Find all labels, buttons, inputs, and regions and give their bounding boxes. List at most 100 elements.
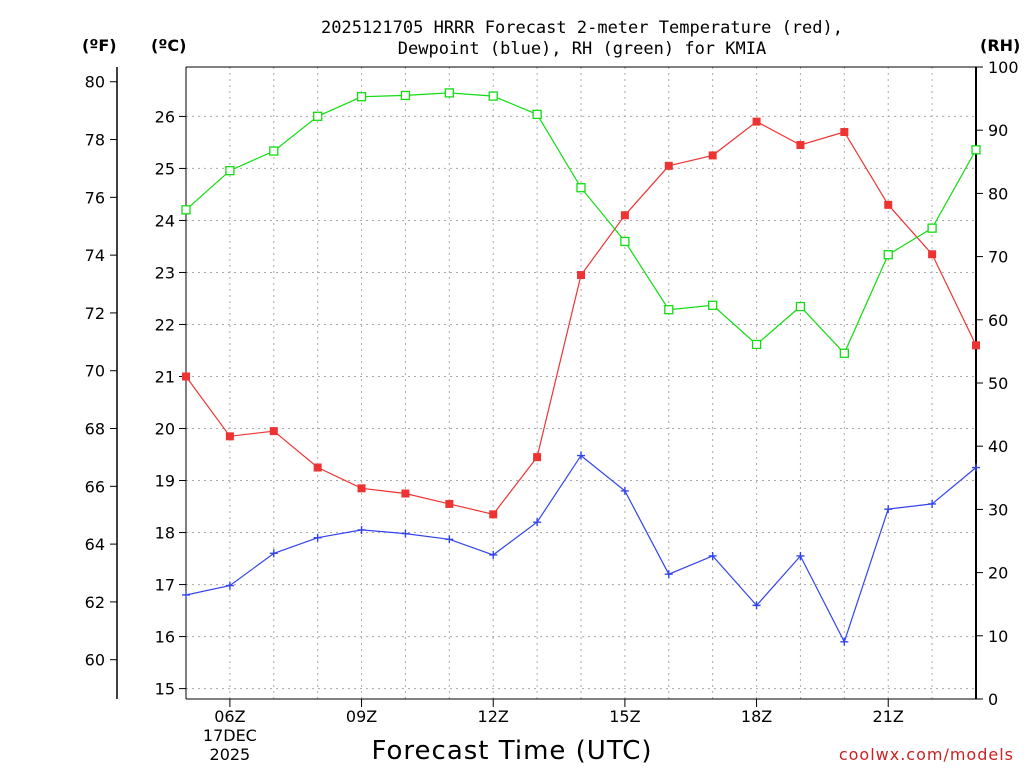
dewpoint-point	[357, 525, 366, 534]
celsius-tick-label: 23	[155, 263, 175, 282]
2-meter-temperature-point	[752, 117, 761, 126]
dewpoint-point	[884, 505, 893, 514]
rh-point	[400, 90, 411, 101]
fahrenheit-tick-label: 78	[85, 131, 105, 150]
rh-tick-label: 20	[988, 564, 1008, 583]
2-meter-temperature-point	[840, 128, 849, 137]
rh-tick-label: 30	[988, 500, 1008, 519]
fahrenheit-tick-label: 68	[85, 420, 105, 439]
fahrenheit-tick-label: 72	[85, 304, 105, 323]
2-meter-temperature-point	[796, 141, 805, 150]
fahrenheit-tick-label: 80	[85, 73, 105, 92]
celsius-tick-label: 21	[155, 367, 175, 386]
rh-point	[444, 88, 454, 98]
celsius-tick-label: 15	[155, 680, 175, 699]
celsius-tick-label: 20	[155, 420, 175, 439]
rh-point	[927, 223, 937, 233]
dewpoint-point	[752, 601, 761, 610]
2-meter-temperature-point	[489, 510, 498, 519]
celsius-unit-label: (ºC)	[151, 36, 186, 55]
dewpoint-point	[664, 570, 673, 579]
rh-tick-label: 0	[988, 690, 998, 709]
2-meter-temperature-point	[269, 427, 278, 436]
x-tick-label: 09Z	[346, 707, 377, 726]
rh-point	[532, 109, 542, 120]
rh-point	[488, 91, 498, 101]
fahrenheit-tick-label: 74	[85, 246, 105, 265]
2-meter-temperature-point	[225, 432, 234, 441]
2-meter-temperature-point	[708, 151, 717, 160]
dewpoint-point	[840, 637, 849, 646]
rh-unit-label: (RH)	[980, 36, 1020, 55]
rh-tick-label: 100	[988, 58, 1019, 77]
dewpoint-point	[620, 486, 629, 495]
2-meter-temperature-point	[401, 489, 410, 498]
rh-point	[795, 301, 806, 312]
2-meter-temperature-point	[577, 271, 585, 280]
x-tick-label: 12Z	[478, 707, 509, 726]
2-meter-temperature-point	[884, 200, 893, 209]
rh-point	[839, 348, 849, 358]
2-meter-temperature-point	[972, 341, 980, 350]
chart-title: 2025121705 HRRR Forecast 2-meter Tempera…	[321, 18, 843, 59]
rh-point	[708, 300, 718, 310]
chart-title-line-2: Dewpoint (blue), RH (green) for KMIA	[398, 39, 766, 59]
dewpoint-point	[225, 581, 234, 590]
dewpoint-point	[269, 549, 278, 558]
dewpoint-point	[313, 533, 322, 542]
2-meter-temperature-point	[445, 499, 454, 508]
x-axis-title: Forecast Time (UTC)	[371, 736, 652, 766]
2-meter-temperature-point	[533, 453, 542, 462]
celsius-tick-label: 17	[155, 576, 175, 595]
rh-point	[269, 146, 279, 156]
dewpoint-point	[489, 550, 498, 559]
dewpoint-point	[577, 451, 585, 460]
rh-tick-label: 40	[988, 437, 1008, 456]
dewpoint-point	[928, 499, 937, 508]
celsius-tick-label: 26	[155, 107, 175, 126]
rh-point	[971, 145, 981, 155]
dewpoint-point	[796, 551, 805, 560]
celsius-tick-label: 19	[155, 472, 175, 491]
rh-point	[356, 92, 367, 102]
rh-point	[181, 205, 191, 215]
2-meter-temperature-point	[357, 484, 366, 493]
axes: 60 62 64 66 68 70 72 74 76 78 80 15 16 17 18 19 20 21 22 23…	[85, 58, 1019, 764]
rh-point	[313, 111, 323, 121]
credit-text: coolwx.com/models	[839, 745, 1014, 764]
fahrenheit-tick-label: 76	[85, 188, 105, 207]
fahrenheit-unit-label: (ºF)	[82, 36, 117, 55]
2-meter-temperature-point	[928, 250, 937, 259]
fahrenheit-tick-label: 60	[85, 651, 105, 670]
celsius-tick-label: 24	[155, 211, 175, 230]
dewpoint-point	[708, 551, 717, 560]
celsius-tick-label: 25	[155, 159, 175, 178]
rh-point	[620, 236, 630, 247]
dewpoint-point	[972, 463, 980, 472]
x-tick-sublabel: 17DEC	[203, 726, 257, 745]
2-meter-temperature-point	[664, 161, 673, 170]
2-meter-temperature-point	[313, 463, 322, 472]
data-series	[181, 88, 981, 646]
x-tick-label: 18Z	[741, 707, 772, 726]
grid-lines	[186, 67, 976, 699]
fahrenheit-tick-label: 70	[85, 362, 105, 381]
rh-tick-label: 70	[988, 248, 1008, 267]
fahrenheit-tick-label: 62	[85, 593, 105, 612]
rh-tick-label: 10	[988, 627, 1008, 646]
fahrenheit-tick-label: 64	[85, 535, 105, 554]
celsius-tick-label: 16	[155, 628, 175, 647]
rh-tick-label: 80	[988, 184, 1008, 203]
celsius-tick-label: 22	[155, 315, 175, 334]
rh-point	[751, 339, 762, 350]
x-tick-label: 21Z	[873, 707, 904, 726]
rh-point	[225, 165, 235, 176]
celsius-tick-label: 18	[155, 524, 175, 543]
dewpoint-point	[182, 590, 190, 599]
fahrenheit-tick-label: 66	[85, 477, 105, 496]
rh-tick-label: 50	[988, 374, 1008, 393]
2-meter-temperature-point	[182, 372, 190, 381]
x-tick-label: 06Z	[214, 707, 245, 726]
rh-tick-label: 60	[988, 311, 1008, 330]
